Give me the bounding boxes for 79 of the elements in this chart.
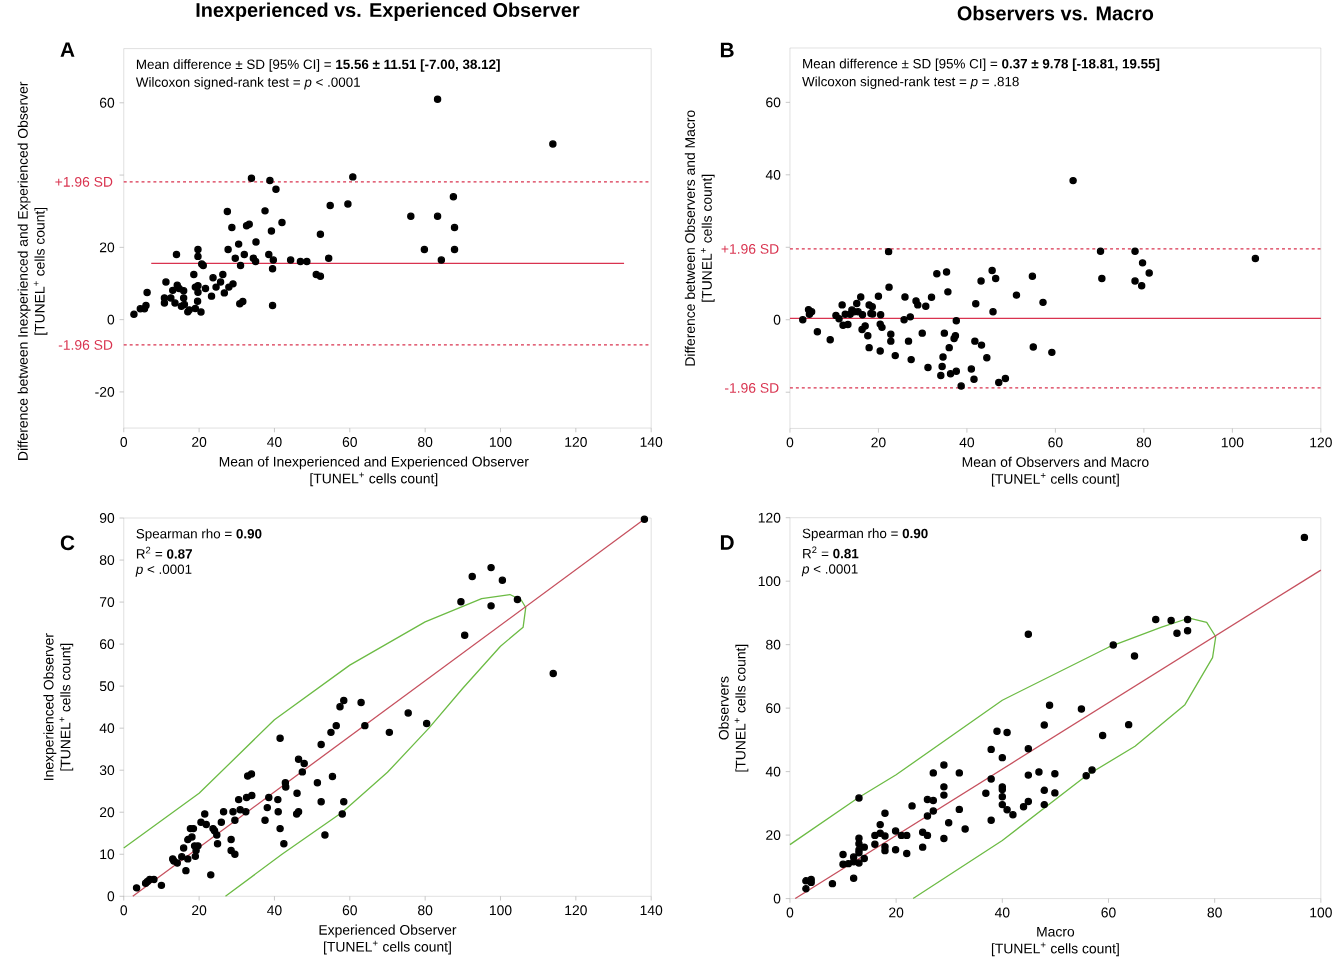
x-tick-label: 60	[342, 437, 357, 447]
y-tick-label: 70	[99, 597, 115, 607]
y-tick-label: 0	[107, 314, 115, 325]
x-tick-label: 100	[1310, 907, 1332, 918]
y-tick-label: -20	[95, 386, 115, 397]
x-tick-label: 0	[120, 437, 128, 447]
annotation: R$^{2}$ = 0.81	[803, 546, 859, 559]
annotation: Spearman rho = 0.90	[802, 528, 928, 541]
y-tick-label: 40	[765, 766, 781, 777]
y-tick-label: 90	[99, 513, 115, 523]
x-tick-label: 40	[994, 907, 1010, 918]
y-tick-label: 0	[773, 314, 781, 325]
x-tick-label: 20	[871, 437, 886, 448]
x-tick-label: 40	[267, 437, 282, 447]
x-tick-label: 40	[959, 437, 975, 448]
text: D	[720, 535, 734, 550]
y-tick-label: 20	[99, 242, 115, 253]
y-tick-label: 60	[99, 639, 115, 650]
x-axis-title: Mean of Observers and Macro [TUNEL$^{+}$ cells count]	[962, 456, 1149, 487]
x-tick-label: 120	[565, 437, 587, 447]
y-tick-label: 0	[773, 893, 781, 904]
y-tick-label: 0	[107, 891, 115, 902]
x-axis-title: Macro [TUNEL$^{+}$ cells count]	[991, 926, 1119, 957]
x-tick-label: 80	[1207, 907, 1222, 918]
y-tick-label: 120	[758, 512, 781, 523]
annotation: Wilcoxon signed-rank test = p < .0001	[135, 77, 360, 90]
y-tick-label: 10	[100, 849, 115, 860]
x-tick-label: 0	[120, 905, 128, 916]
x-tick-label: 60	[342, 905, 357, 916]
x-tick-label: 60	[1048, 437, 1063, 448]
x-tick-label: 20	[192, 437, 207, 447]
annotation: Spearman rho = 0.90	[136, 528, 262, 542]
ref-line-label: +1.96 SD	[721, 243, 779, 254]
annotation: Wilcoxon signed-rank test = p = .818	[802, 76, 1019, 89]
x-tick-label: 120	[1310, 437, 1332, 448]
x-tick-label: 0	[786, 907, 794, 918]
x-tick-label: 100	[1221, 437, 1244, 448]
y-tick-label: 30	[99, 765, 115, 776]
x-axis-title: Experienced Observer [TUNEL$^{+}$ cells count]	[319, 924, 457, 955]
y-tick-label: 40	[765, 169, 781, 180]
ref-line-label: -1.96 SD	[724, 382, 779, 393]
line-series	[789, 617, 1217, 900]
x-axis-title: Mean of Inexperienced and Experienced Observer [TUNEL$^{+}$ cells count]	[219, 456, 529, 487]
y-tick-label: 100	[758, 576, 781, 587]
x-tick-label: 140	[640, 905, 663, 916]
chart-title: Observers vs. Macro	[957, 5, 1154, 21]
x-tick-label: 140	[640, 437, 663, 447]
y-tick-label: 60	[99, 97, 115, 108]
x-tick-label: 100	[489, 437, 512, 447]
y-tick-label: 60	[766, 703, 781, 714]
text: A	[60, 42, 75, 57]
x-tick-label: 0	[786, 437, 794, 448]
x-tick-label: 40	[267, 905, 282, 916]
y-tick-label: 40	[99, 723, 115, 734]
y-tick-label: 80	[766, 639, 781, 650]
y-tick-label: 20	[766, 830, 781, 840]
y-tick-label: 80	[99, 555, 115, 565]
x-tick-label: 80	[418, 905, 433, 916]
x-tick-label: 100	[489, 905, 512, 916]
x-tick-label: 80	[1136, 437, 1152, 448]
x-tick-label: 80	[418, 437, 433, 447]
y-tick-label: 60	[766, 97, 781, 108]
ref-line-label: +1.96 SD	[55, 176, 113, 187]
annotation: p < .0001	[135, 564, 192, 577]
ref-line-label: -1.96 SD	[58, 339, 113, 350]
annotation: Mean difference ± SD [95% CI] = 15.56 ± 11.51 [-7.00, 38.12]	[136, 59, 500, 72]
text: C	[60, 535, 75, 551]
annotation: R$^{2}$ = 0.87	[136, 546, 192, 559]
chart-title: Inexperienced vs. Experienced Observer	[196, 2, 580, 21]
y-tick-label: 50	[99, 681, 115, 692]
x-tick-label: 20	[889, 907, 904, 918]
x-tick-label: 20	[192, 905, 207, 916]
annotation: p < .0001	[801, 564, 858, 577]
annotation: Mean difference ± SD [95% CI] = 0.37 ± 9.78 [-18.81, 19.55]	[803, 58, 1160, 72]
line-series	[123, 593, 527, 897]
x-tick-label: 60	[1101, 907, 1116, 918]
y-tick-label: 20	[99, 807, 115, 818]
text: B	[720, 42, 734, 58]
x-tick-label: 120	[565, 905, 587, 916]
